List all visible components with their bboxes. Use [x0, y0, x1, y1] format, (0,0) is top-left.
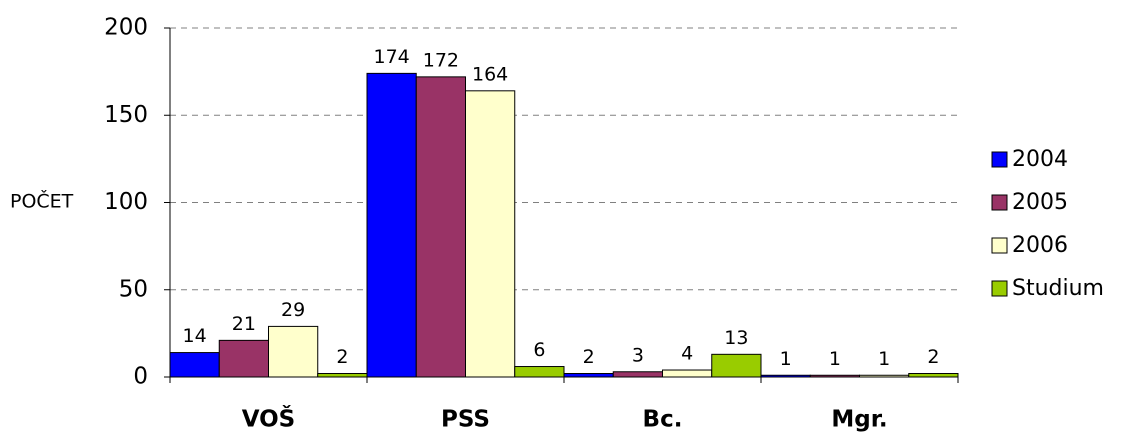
data-label: 6: [533, 339, 545, 361]
y-tick-label: 0: [133, 364, 148, 390]
data-label: 172: [423, 49, 459, 71]
legend-label: 2004: [1012, 147, 1068, 172]
bar: [908, 373, 959, 378]
bar: [317, 373, 368, 378]
data-label: 1: [878, 348, 890, 370]
bar: [809, 374, 860, 378]
y-tick-label: 50: [119, 276, 148, 302]
y-tick-label: 200: [104, 15, 148, 41]
data-label: 2: [336, 346, 348, 368]
data-label: 3: [632, 344, 644, 366]
bar: [711, 353, 762, 378]
bar: [662, 369, 713, 378]
legend-swatch: [991, 280, 1008, 297]
bar: [514, 366, 565, 378]
data-label: 2: [927, 346, 939, 368]
data-label: 1: [780, 348, 792, 370]
x-tick-label: PSS: [441, 407, 490, 433]
y-tick-label: 100: [104, 189, 148, 215]
y-axis-label: POČET: [10, 189, 74, 213]
y-tick-label: 150: [104, 102, 148, 128]
data-label: 2: [583, 346, 595, 368]
data-label: 4: [681, 343, 693, 365]
data-label: 164: [472, 63, 508, 85]
bar: [218, 339, 269, 378]
bar: [366, 72, 417, 378]
bar: [465, 90, 516, 378]
data-label: 174: [373, 46, 409, 68]
data-label: 14: [183, 325, 207, 347]
x-tick-label: Bc.: [643, 407, 683, 433]
bar: [760, 374, 811, 378]
x-tick-label: VOŠ: [242, 405, 296, 433]
bar: [415, 76, 466, 378]
legend-swatch: [991, 151, 1008, 168]
legend-label: Studium: [1012, 276, 1104, 301]
data-label: 1: [829, 348, 841, 370]
legend-label: 2006: [1012, 233, 1068, 258]
bar: [563, 373, 614, 378]
data-label: 21: [232, 313, 256, 335]
x-tick-label: Mgr.: [831, 407, 887, 433]
data-label: 29: [281, 299, 305, 321]
bar: [169, 352, 220, 378]
legend-swatch: [991, 237, 1008, 254]
legend-swatch: [991, 194, 1008, 211]
bar: [268, 325, 319, 378]
legend-label: 2005: [1012, 190, 1068, 215]
bar: [859, 374, 910, 378]
bar: [612, 371, 663, 378]
data-label: 13: [724, 327, 748, 349]
